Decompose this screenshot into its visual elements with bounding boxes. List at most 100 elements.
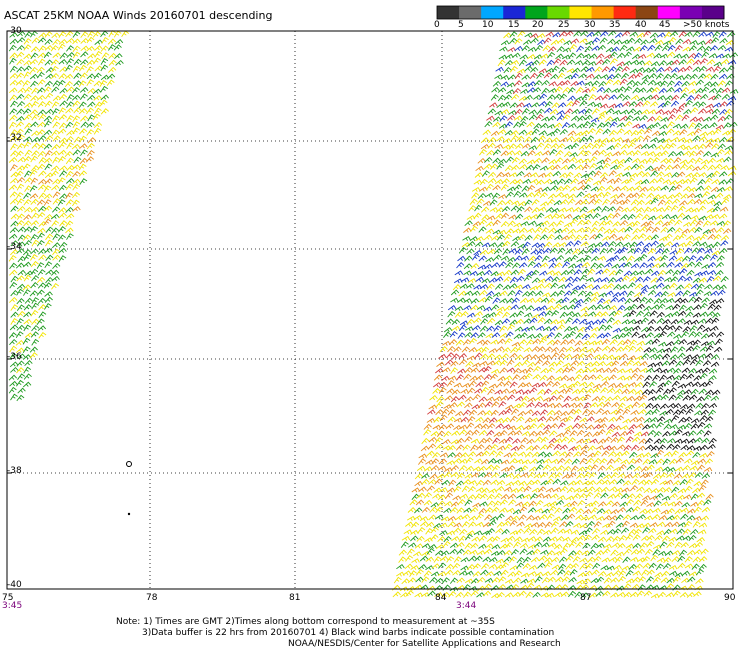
wind-barb <box>540 592 550 598</box>
wind-barb <box>555 394 564 401</box>
wind-barb <box>626 79 636 86</box>
wind-barb <box>482 200 492 206</box>
wind-barb <box>611 542 621 548</box>
wind-barb <box>684 31 693 37</box>
wind-barb <box>692 241 701 247</box>
wind-barb <box>589 592 598 598</box>
wind-barb <box>534 508 544 513</box>
wind-barb <box>606 257 615 263</box>
wind-barb <box>616 61 626 67</box>
wind-barb <box>536 33 546 39</box>
note-line-2: 3)Data buffer is 22 hrs from 20160701 4)… <box>142 628 555 638</box>
wind-barb <box>568 540 577 548</box>
wind-barb <box>587 208 596 214</box>
wind-barb <box>611 334 621 340</box>
wind-barb <box>716 148 725 156</box>
wind-barb <box>666 297 675 303</box>
wind-barb <box>584 213 594 219</box>
wind-barb <box>685 450 695 457</box>
wind-barb <box>421 473 430 479</box>
wind-barb <box>527 46 537 52</box>
wind-barb <box>502 520 511 527</box>
wind-barb <box>718 179 728 185</box>
wind-barb <box>563 570 572 577</box>
wind-barb <box>569 152 578 158</box>
wind-barb <box>471 536 480 542</box>
wind-barb <box>475 374 484 381</box>
wind-barb <box>456 374 464 381</box>
wind-barb <box>453 417 463 423</box>
wind-barb <box>602 590 611 597</box>
wind-barb <box>482 339 491 346</box>
wind-barb <box>523 102 532 108</box>
wind-barb <box>622 514 632 521</box>
wind-barb <box>576 80 585 86</box>
wind-barb <box>488 450 498 457</box>
wind-barb <box>79 59 89 66</box>
wind-barb <box>78 101 87 109</box>
wind-barb <box>66 101 75 108</box>
wind-barb <box>31 302 39 310</box>
wind-barb <box>36 239 45 247</box>
wind-barb <box>531 277 541 284</box>
wind-barb <box>690 501 699 507</box>
wind-barb <box>464 499 473 506</box>
wind-barb <box>44 296 53 303</box>
wind-barb <box>610 577 619 583</box>
wind-barb <box>598 423 608 429</box>
wind-barb <box>662 284 671 290</box>
wind-barb <box>578 213 587 219</box>
wind-barb <box>584 81 594 87</box>
wind-barb <box>500 395 509 402</box>
wind-barb <box>635 207 645 213</box>
wind-barb <box>684 563 694 569</box>
wind-barb <box>398 549 407 556</box>
wind-barb <box>701 506 711 513</box>
wind-barb <box>679 159 689 165</box>
wind-barb <box>497 375 506 382</box>
wind-barb <box>567 472 577 479</box>
wind-barb <box>639 158 648 164</box>
wind-barb <box>550 73 559 80</box>
wind-barb <box>591 569 600 576</box>
wind-barb <box>453 346 462 353</box>
wind-barb <box>562 465 572 472</box>
wind-barb <box>595 407 605 415</box>
wind-barb <box>531 345 540 352</box>
wind-barb <box>463 298 472 303</box>
wind-barb <box>641 74 651 80</box>
wind-barb <box>50 150 60 157</box>
wind-barb <box>512 52 521 58</box>
wind-barb <box>705 389 714 396</box>
wind-barb <box>567 163 577 170</box>
wind-barb <box>616 93 625 100</box>
wind-barb <box>510 451 519 458</box>
wind-barb <box>476 305 486 311</box>
wind-barb <box>29 73 39 80</box>
wind-barb <box>663 172 673 178</box>
wind-barb <box>434 585 443 591</box>
wind-barb <box>651 226 660 234</box>
wind-barb <box>556 220 565 227</box>
wind-barb <box>662 388 671 395</box>
wind-barb <box>22 381 32 388</box>
wind-barb <box>462 549 472 556</box>
wind-barb <box>479 501 488 507</box>
wind-barb <box>568 590 577 598</box>
wind-barb <box>612 319 622 326</box>
wind-barb <box>611 501 621 507</box>
wind-barb <box>608 374 617 381</box>
wind-barb <box>16 93 25 100</box>
wind-barb <box>699 241 708 247</box>
wind-barb <box>696 464 705 471</box>
wind-barb <box>687 192 696 199</box>
wind-barb <box>473 530 483 536</box>
wind-barb <box>534 255 543 262</box>
wind-barb <box>498 194 507 200</box>
wind-barb <box>690 423 699 430</box>
wind-barb <box>558 556 568 563</box>
wind-barb <box>681 431 691 437</box>
wind-barb <box>694 331 703 338</box>
wind-barb <box>685 234 695 241</box>
wind-barb <box>649 284 658 290</box>
